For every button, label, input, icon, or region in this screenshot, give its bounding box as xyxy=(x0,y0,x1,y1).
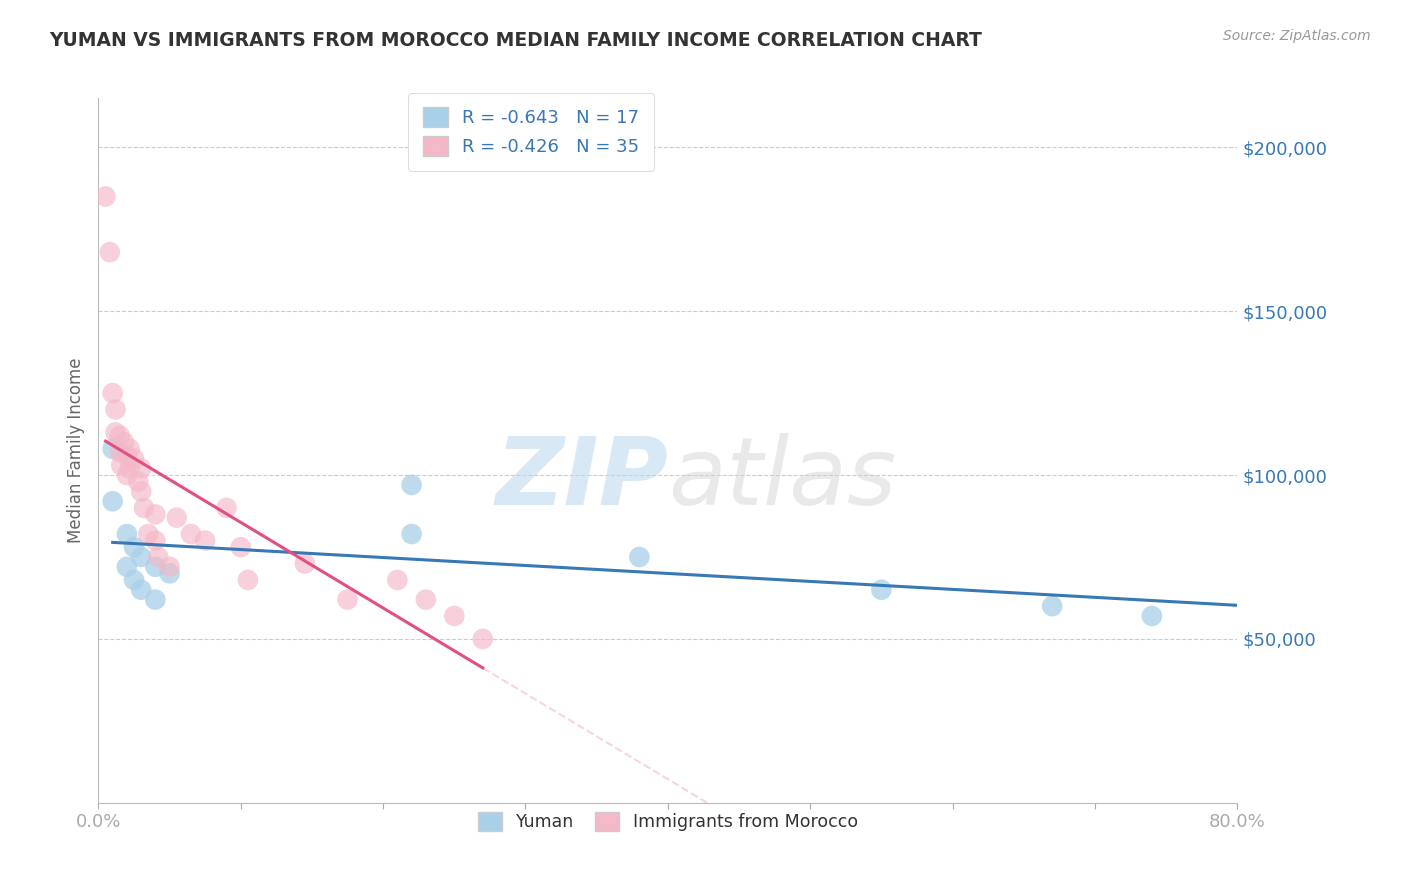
Point xyxy=(101,494,124,508)
Point xyxy=(166,510,188,524)
Point xyxy=(115,527,138,541)
Point xyxy=(122,451,145,466)
Point xyxy=(115,559,138,574)
Point xyxy=(108,445,131,459)
Point xyxy=(127,475,149,489)
Point xyxy=(129,582,152,597)
Point xyxy=(101,442,124,456)
Text: ZIP: ZIP xyxy=(495,433,668,524)
Text: atlas: atlas xyxy=(668,434,896,524)
Y-axis label: Median Family Income: Median Family Income xyxy=(66,358,84,543)
Point xyxy=(215,500,238,515)
Point xyxy=(108,428,131,442)
Point xyxy=(136,527,159,541)
Point xyxy=(236,573,259,587)
Point xyxy=(159,566,181,581)
Point xyxy=(118,461,141,475)
Point xyxy=(112,435,135,450)
Point xyxy=(229,540,252,554)
Point xyxy=(115,468,138,483)
Point xyxy=(415,592,437,607)
Point xyxy=(145,592,167,607)
Text: YUMAN VS IMMIGRANTS FROM MOROCCO MEDIAN FAMILY INCOME CORRELATION CHART: YUMAN VS IMMIGRANTS FROM MOROCCO MEDIAN … xyxy=(49,31,981,50)
Point xyxy=(159,559,181,574)
Point xyxy=(118,442,141,456)
Point xyxy=(129,484,152,499)
Point xyxy=(387,573,409,587)
Point xyxy=(401,478,423,492)
Point xyxy=(870,582,893,597)
Point xyxy=(471,632,494,646)
Point xyxy=(148,549,170,564)
Point xyxy=(110,458,132,473)
Point xyxy=(401,527,423,541)
Point xyxy=(1040,599,1063,614)
Point xyxy=(115,449,138,463)
Legend: Yuman, Immigrants from Morocco: Yuman, Immigrants from Morocco xyxy=(468,804,868,840)
Point xyxy=(101,386,124,401)
Point xyxy=(145,533,167,548)
Point xyxy=(122,573,145,587)
Point xyxy=(94,189,117,203)
Point xyxy=(628,549,651,564)
Point xyxy=(122,540,145,554)
Text: Source: ZipAtlas.com: Source: ZipAtlas.com xyxy=(1223,29,1371,43)
Point xyxy=(129,461,152,475)
Point xyxy=(294,557,316,571)
Point xyxy=(145,508,167,522)
Point xyxy=(104,425,127,440)
Point xyxy=(443,609,465,624)
Point xyxy=(1140,609,1163,624)
Point xyxy=(129,549,152,564)
Point xyxy=(132,500,155,515)
Point xyxy=(336,592,359,607)
Point xyxy=(98,245,121,260)
Point xyxy=(104,402,127,417)
Point xyxy=(180,527,202,541)
Point xyxy=(194,533,217,548)
Point xyxy=(145,559,167,574)
